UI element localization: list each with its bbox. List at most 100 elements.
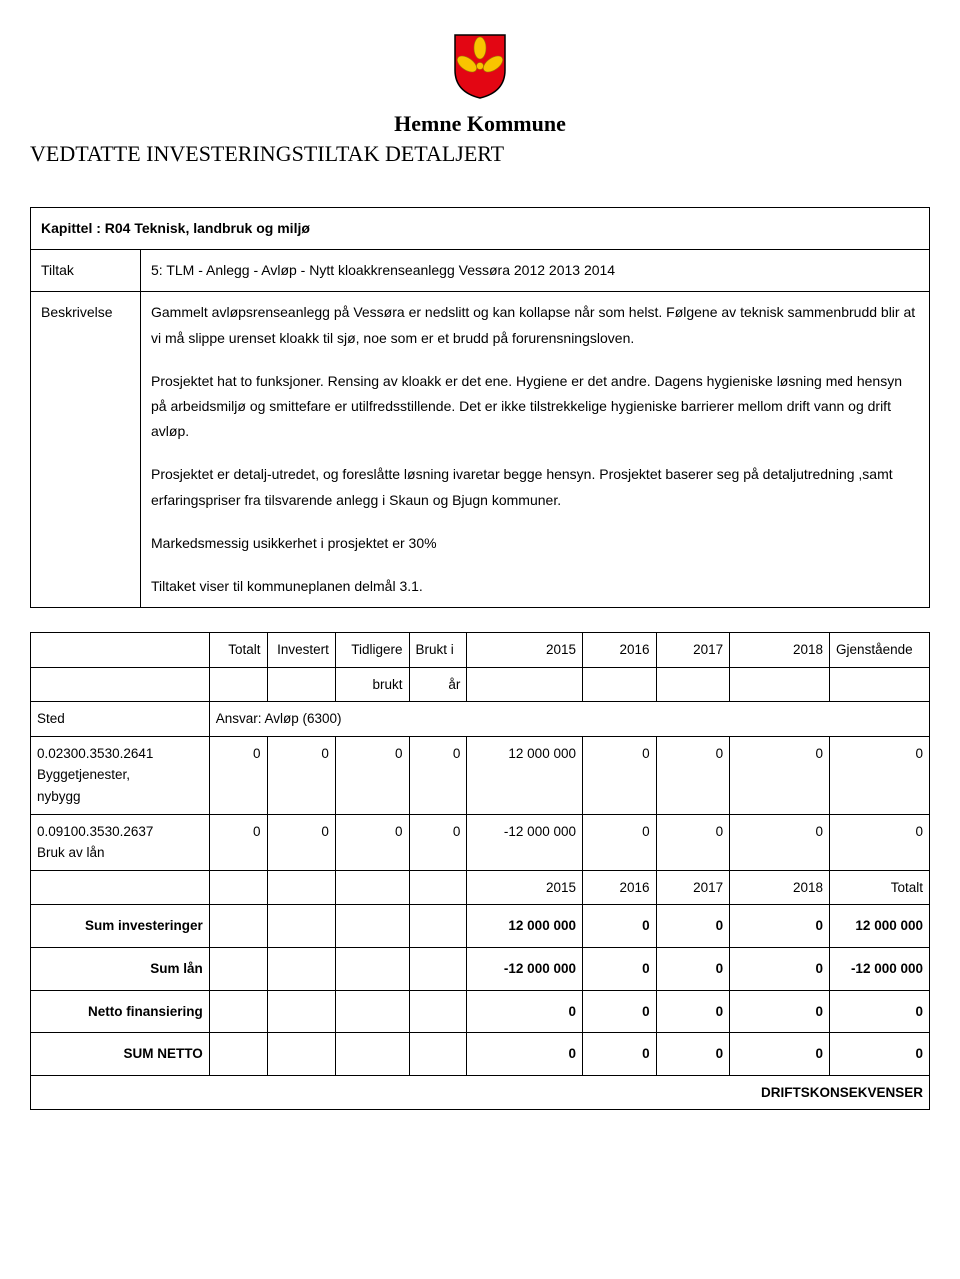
cell: 0	[830, 1033, 930, 1076]
cell: 0	[209, 736, 267, 814]
cell: 0	[582, 990, 656, 1033]
cell	[409, 1033, 467, 1076]
row-code: 0.02300.3530.2641 Byggetjenester, nybygg	[31, 736, 210, 814]
cell: 0	[467, 1033, 583, 1076]
row-code: 0.09100.3530.2637 Bruk av lån	[31, 814, 210, 870]
table-header-row: brukt år	[31, 667, 930, 702]
cell: 2016	[582, 870, 656, 905]
col-header	[656, 667, 730, 702]
meta-table: Kapittel : R04 Teknisk, landbruk og milj…	[30, 207, 930, 608]
cell: 0	[582, 736, 656, 814]
row-code-line: Byggetjenester,	[37, 764, 203, 786]
summary-row: Sum investeringer 12 000 000 0 0 0 12 00…	[31, 905, 930, 948]
cell	[409, 870, 467, 905]
col-header: Brukt i	[409, 633, 467, 668]
footer-row: DRIFTSKONSEKVENSER	[31, 1075, 930, 1110]
col-header	[730, 667, 830, 702]
col-header: 2017	[656, 633, 730, 668]
col-header	[267, 667, 335, 702]
cell: 2015	[467, 870, 583, 905]
cell: 0	[730, 948, 830, 991]
cell: 0	[656, 990, 730, 1033]
col-header: Totalt	[209, 633, 267, 668]
col-header: Investert	[267, 633, 335, 668]
cell: 0	[209, 814, 267, 870]
beskrivelse-paragraph: Tiltaket viser til kommuneplanen delmål …	[151, 574, 919, 599]
cell: 12 000 000	[467, 736, 583, 814]
col-header	[582, 667, 656, 702]
col-header: 2016	[582, 633, 656, 668]
summary-row: Sum lån -12 000 000 0 0 0 -12 000 000	[31, 948, 930, 991]
col-header	[31, 633, 210, 668]
cell: 12 000 000	[467, 905, 583, 948]
cell: 0	[830, 990, 930, 1033]
cell: -12 000 000	[467, 814, 583, 870]
tiltak-label: Tiltak	[31, 250, 141, 292]
cell: 0	[335, 814, 409, 870]
cell	[209, 905, 267, 948]
table-header-row: Totalt Investert Tidligere Brukt i 2015 …	[31, 633, 930, 668]
cell: 0	[830, 736, 930, 814]
cell: 0	[830, 814, 930, 870]
summary-label: SUM NETTO	[31, 1033, 210, 1076]
cell: 0	[730, 905, 830, 948]
table-row: 0.09100.3530.2637 Bruk av lån 0 0 0 0 -1…	[31, 814, 930, 870]
cell: 0	[656, 1033, 730, 1076]
cell: 0	[730, 1033, 830, 1076]
cell	[209, 1033, 267, 1076]
footer-label: DRIFTSKONSEKVENSER	[31, 1075, 930, 1110]
col-header	[31, 667, 210, 702]
beskrivelse-label: Beskrivelse	[31, 292, 141, 608]
cell: 0	[656, 905, 730, 948]
row-code-line: Bruk av lån	[37, 842, 203, 864]
cell: -12 000 000	[830, 948, 930, 991]
row-code-line: 0.02300.3530.2641	[37, 743, 203, 765]
cell	[209, 990, 267, 1033]
cell: 2018	[730, 870, 830, 905]
cell	[209, 870, 267, 905]
cell: 12 000 000	[830, 905, 930, 948]
cell	[267, 905, 335, 948]
cell: Totalt	[830, 870, 930, 905]
cell: -12 000 000	[467, 948, 583, 991]
col-header: Gjenstående	[830, 633, 930, 668]
summary-label: Sum investeringer	[31, 905, 210, 948]
summary-label: Sum lån	[31, 948, 210, 991]
beskrivelse-paragraph: Prosjektet hat to funksjoner. Rensing av…	[151, 369, 919, 445]
cell	[335, 870, 409, 905]
table-row: 0.02300.3530.2641 Byggetjenester, nybygg…	[31, 736, 930, 814]
municipality-name: Hemne Kommune	[30, 111, 930, 137]
cell	[335, 990, 409, 1033]
sted-row: Sted Ansvar: Avløp (6300)	[31, 702, 930, 737]
cell: 0	[467, 990, 583, 1033]
col-header: år	[409, 667, 467, 702]
cell: 0	[409, 814, 467, 870]
col-header: brukt	[335, 667, 409, 702]
cell	[267, 1033, 335, 1076]
cell: 0	[582, 814, 656, 870]
cell	[209, 948, 267, 991]
cell	[409, 948, 467, 991]
cell: 2017	[656, 870, 730, 905]
beskrivelse-paragraph: Prosjektet er detalj-utredet, og foreslå…	[151, 462, 919, 512]
cell: 0	[267, 814, 335, 870]
finance-table: Totalt Investert Tidligere Brukt i 2015 …	[30, 632, 930, 1110]
summary-row: Netto finansiering 0 0 0 0 0	[31, 990, 930, 1033]
cell: 0	[656, 814, 730, 870]
header-logo	[30, 30, 930, 103]
row-code-line: 0.09100.3530.2637	[37, 821, 203, 843]
cell: 0	[730, 736, 830, 814]
row-code-line: nybygg	[37, 786, 203, 808]
cell	[31, 870, 210, 905]
cell: 0	[409, 736, 467, 814]
cell: 0	[582, 905, 656, 948]
cell: 0	[335, 736, 409, 814]
chapter-label: Kapittel : R04 Teknisk, landbruk og milj…	[31, 208, 930, 250]
col-header: Tidligere	[335, 633, 409, 668]
beskrivelse-body: Gammelt avløpsrenseanlegg på Vessøra er …	[141, 292, 930, 608]
col-header	[467, 667, 583, 702]
cell	[267, 990, 335, 1033]
summary-label: Netto finansiering	[31, 990, 210, 1033]
cell	[335, 948, 409, 991]
cell	[409, 905, 467, 948]
